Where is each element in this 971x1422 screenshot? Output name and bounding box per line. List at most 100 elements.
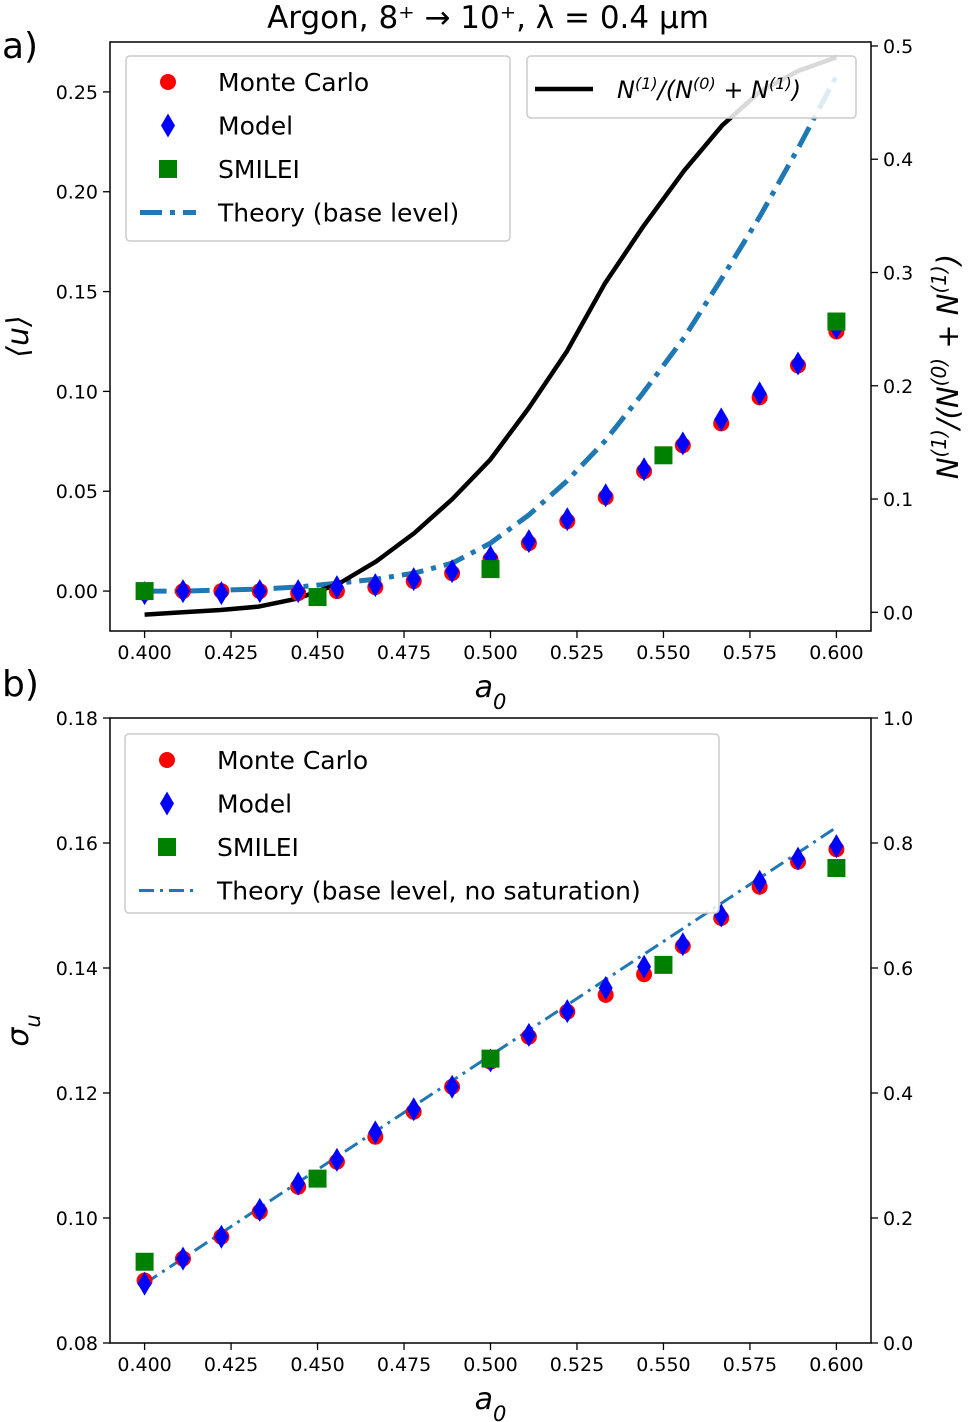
data-point-diamond	[252, 1197, 267, 1222]
legend-label: Theory (base level)	[217, 199, 459, 228]
data-point-square	[135, 582, 154, 601]
legend-marker	[159, 160, 177, 178]
data-point-diamond	[675, 932, 690, 957]
data-point-diamond	[252, 579, 267, 604]
series-line	[143, 826, 838, 1285]
x-tick-label: 0.400	[117, 1354, 171, 1376]
data-point-diamond	[368, 1120, 383, 1145]
y2-tick-label: 0.0	[883, 1333, 913, 1355]
data-point-diamond	[752, 869, 767, 894]
data-point-diamond	[752, 381, 767, 406]
data-point-diamond	[560, 507, 575, 532]
y-tick-label: 0.20	[56, 182, 98, 204]
data-point-square	[308, 1169, 327, 1188]
data-point-diamond	[791, 351, 806, 376]
x-tick-label: 0.400	[117, 642, 171, 664]
x-tick-label: 0.600	[809, 642, 863, 664]
x-tick-label: 0.600	[809, 1354, 863, 1376]
data-point-diamond	[175, 1246, 190, 1271]
data-point-diamond	[406, 567, 421, 592]
data-point-diamond	[406, 1097, 421, 1122]
legend-marker	[160, 791, 174, 816]
y2-tick-label: 0.4	[883, 1083, 913, 1105]
y-tick-label: 0.18	[56, 708, 98, 730]
legend-label: Monte Carlo	[218, 68, 369, 97]
y-tick-label: 0.25	[56, 82, 98, 104]
data-point-diamond	[214, 1224, 229, 1249]
y2-tick-label: 0.2	[883, 376, 913, 398]
legend-label: Model	[217, 790, 292, 819]
plot-area	[135, 55, 846, 617]
x-tick-label: 0.575	[723, 1354, 777, 1376]
data-point-diamond	[445, 559, 460, 584]
data-point-diamond	[329, 1147, 344, 1172]
x-tick-label: 0.575	[723, 642, 777, 664]
y2-tick-label: 0.4	[883, 149, 913, 171]
x-tick-label: 0.475	[377, 642, 431, 664]
x-tick-label: 0.425	[204, 1354, 258, 1376]
x-tick-label: 0.550	[636, 642, 690, 664]
data-point-diamond	[791, 846, 806, 871]
y-tick-label: 0.14	[56, 958, 98, 980]
data-point-diamond	[598, 976, 613, 1000]
data-point-diamond	[329, 575, 344, 600]
legend-label: SMILEI	[218, 155, 300, 184]
x-tick-label: 0.500	[463, 1354, 517, 1376]
data-point-diamond	[637, 457, 652, 482]
data-point-diamond	[829, 834, 844, 859]
x-tick-label: 0.450	[290, 1354, 344, 1376]
panel-label: a)	[2, 26, 38, 67]
x-tick-label: 0.525	[550, 1354, 604, 1376]
data-point-square	[827, 859, 846, 877]
panel-b-chart: b) 0.400 0.425 0.450 0.475 0.500 0.525 0.550 0.5…	[1, 664, 913, 1422]
y2-axis-label: N(1)/(N(0) + N(1))	[927, 254, 965, 479]
y2-tick-label: 1.0	[883, 708, 913, 730]
y2-tick-label: 0.1	[883, 489, 913, 511]
y2-tick-label: 0.0	[883, 602, 913, 624]
data-point-diamond	[368, 573, 383, 598]
y-axis-label: σu	[1, 1014, 45, 1046]
x-axis-label: a0	[475, 670, 507, 714]
data-point-square	[308, 588, 327, 607]
legend-label: Monte Carlo	[217, 746, 368, 775]
x-tick-label: 0.550	[636, 1354, 690, 1376]
x-tick-label: 0.500	[463, 642, 517, 664]
data-point-diamond	[214, 581, 229, 606]
legend-marker	[158, 838, 176, 856]
data-point-square	[827, 312, 846, 331]
data-point-diamond	[637, 954, 652, 979]
axes-frame	[109, 717, 872, 1344]
x-tick-label: 0.450	[290, 642, 344, 664]
series-line	[144, 74, 839, 594]
data-point-diamond	[714, 407, 729, 432]
y2-tick-label: 0.2	[883, 1208, 913, 1230]
x-tick-label: 0.475	[377, 1354, 431, 1376]
y-tick-label: 0.12	[56, 1083, 98, 1105]
y2-tick-label: 0.5	[883, 36, 913, 58]
figure-title: Argon, 8⁺ → 10⁺, λ = 0.4 µm	[267, 0, 709, 36]
data-point-square	[481, 560, 500, 579]
panel-a-chart: a) 0.400 0.425 0.450 0.475 0.500 0.525 0.550 0.5…	[1, 26, 965, 714]
plot-area	[135, 826, 846, 1296]
y2-tick-label: 0.8	[883, 833, 913, 855]
data-point-diamond	[445, 1074, 460, 1099]
data-point-diamond	[291, 579, 306, 604]
panel-label: b)	[2, 664, 39, 705]
y-tick-label: 0.08	[56, 1333, 98, 1355]
y-tick-label: 0.15	[56, 282, 98, 304]
data-point-square	[654, 955, 673, 974]
data-point-square	[654, 446, 673, 465]
data-point-diamond	[560, 999, 575, 1024]
legend-label: SMILEI	[217, 833, 299, 862]
y-tick-label: 0.16	[56, 833, 98, 855]
legend-box	[125, 55, 511, 242]
data-point-diamond	[137, 1271, 152, 1296]
y-tick-label: 0.05	[56, 481, 98, 503]
data-point-diamond	[291, 1171, 306, 1196]
x-tick-label: 0.425	[204, 642, 258, 664]
axes-frame	[109, 41, 872, 632]
legend-marker	[159, 752, 175, 768]
legend2-label: N(1)/(N(0) + N(1))	[617, 74, 801, 105]
series-line	[144, 55, 838, 617]
